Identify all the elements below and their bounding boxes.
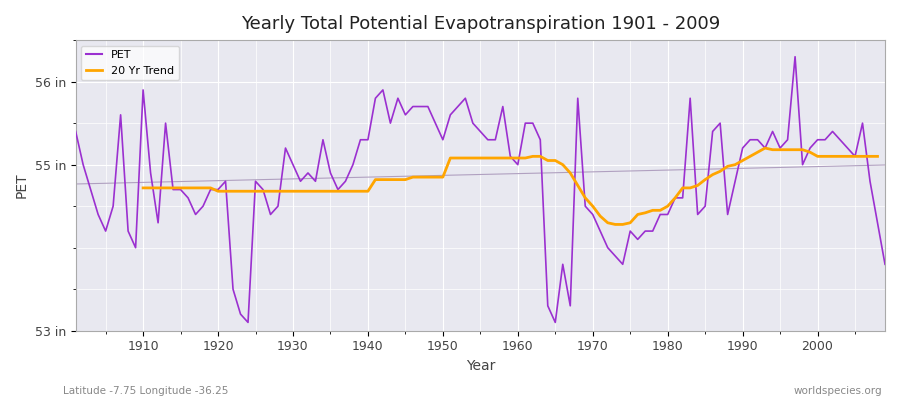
Y-axis label: PET: PET — [15, 173, 29, 198]
Text: worldspecies.org: worldspecies.org — [794, 386, 882, 396]
Title: Yearly Total Potential Evapotranspiration 1901 - 2009: Yearly Total Potential Evapotranspiratio… — [240, 15, 720, 33]
X-axis label: Year: Year — [465, 359, 495, 373]
Legend: PET, 20 Yr Trend: PET, 20 Yr Trend — [81, 46, 179, 80]
Text: Latitude -7.75 Longitude -36.25: Latitude -7.75 Longitude -36.25 — [63, 386, 229, 396]
